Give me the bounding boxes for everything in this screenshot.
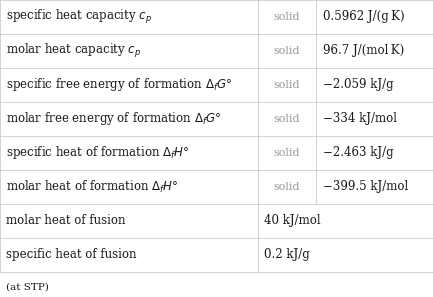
Text: −334 kJ/mol: −334 kJ/mol xyxy=(323,112,397,125)
Text: solid: solid xyxy=(274,114,300,124)
Text: 96.7 J/(mol K): 96.7 J/(mol K) xyxy=(323,45,404,57)
Text: molar heat of fusion: molar heat of fusion xyxy=(6,214,126,227)
Text: −2.059 kJ/g: −2.059 kJ/g xyxy=(323,78,393,91)
Text: specific free energy of formation $\Delta_f G°$: specific free energy of formation $\Delt… xyxy=(6,76,233,94)
Text: solid: solid xyxy=(274,148,300,158)
Text: specific heat of fusion: specific heat of fusion xyxy=(6,248,137,261)
Text: 0.5962 J/(g K): 0.5962 J/(g K) xyxy=(323,10,404,23)
Text: 40 kJ/mol: 40 kJ/mol xyxy=(264,214,321,227)
Text: solid: solid xyxy=(274,80,300,90)
Text: molar heat of formation $\Delta_f H°$: molar heat of formation $\Delta_f H°$ xyxy=(6,179,179,195)
Text: specific heat of formation $\Delta_f H°$: specific heat of formation $\Delta_f H°$ xyxy=(6,144,190,161)
Text: solid: solid xyxy=(274,182,300,192)
Text: specific heat capacity $c_p$: specific heat capacity $c_p$ xyxy=(6,8,152,26)
Text: 0.2 kJ/g: 0.2 kJ/g xyxy=(264,248,310,261)
Text: solid: solid xyxy=(274,12,300,22)
Text: −399.5 kJ/mol: −399.5 kJ/mol xyxy=(323,180,408,193)
Text: molar free energy of formation $\Delta_f G°$: molar free energy of formation $\Delta_f… xyxy=(6,110,222,127)
Text: solid: solid xyxy=(274,46,300,56)
Text: −2.463 kJ/g: −2.463 kJ/g xyxy=(323,146,393,159)
Text: (at STP): (at STP) xyxy=(6,282,49,291)
Text: molar heat capacity $c_p$: molar heat capacity $c_p$ xyxy=(6,42,142,60)
